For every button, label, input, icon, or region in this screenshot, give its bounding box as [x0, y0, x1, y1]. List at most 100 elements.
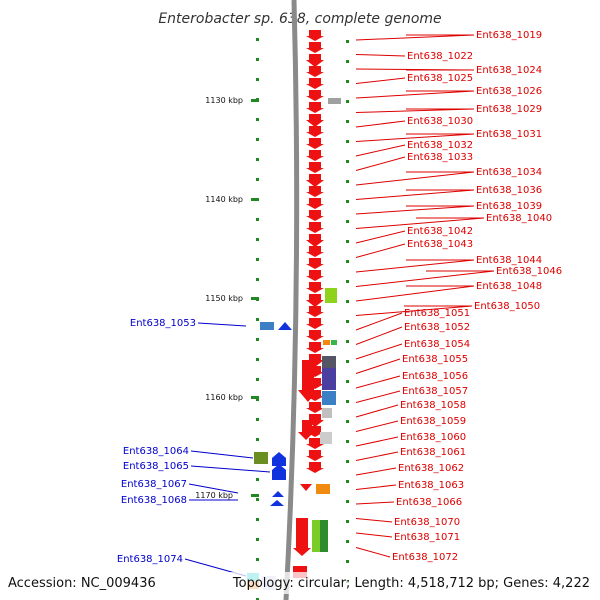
gene-cog-block	[331, 340, 337, 345]
gene-label-forward: Ent638_1063	[398, 480, 464, 491]
gene-cog-block	[325, 288, 337, 303]
gene-forward	[302, 360, 314, 390]
label-leader-line	[355, 358, 401, 374]
gene-forward	[306, 222, 324, 233]
reverse-labels: Ent638_1053 Ent638_1064 Ent638_1065 Ent638_…	[117, 318, 271, 577]
label-leader-line	[355, 518, 393, 523]
label-leader-line	[355, 547, 391, 558]
track-dot	[346, 200, 349, 203]
gene-features	[247, 30, 341, 590]
track-dot	[256, 538, 259, 541]
gene-forward	[306, 438, 324, 449]
gene-forward	[298, 432, 314, 440]
gene-forward	[306, 246, 324, 257]
label-leader-line	[355, 375, 401, 389]
gene-forward	[306, 258, 324, 269]
track-dot	[346, 540, 349, 543]
label-leader-line	[355, 343, 403, 360]
track-dot	[256, 138, 259, 141]
label-leader-line	[355, 171, 475, 186]
gene-label-forward: Ent638_1054	[404, 339, 470, 350]
gene-forward	[306, 330, 324, 341]
gene-label-forward: Ent638_1030	[407, 116, 473, 127]
track-dot	[256, 398, 259, 401]
gene-reverse	[260, 322, 274, 330]
gene-forward	[306, 414, 324, 427]
gene-label-forward: Ent638_1066	[396, 497, 462, 508]
label-leader-line	[355, 243, 406, 258]
gene-forward	[306, 270, 324, 281]
gene-cog-block	[323, 340, 330, 345]
label-leader-line	[355, 501, 395, 505]
track-dot	[346, 360, 349, 363]
label-leader-line	[355, 120, 406, 128]
gene-forward	[306, 174, 324, 187]
label-leader-line	[355, 189, 475, 200]
label-leader-line	[355, 77, 406, 84]
gene-forward	[306, 450, 324, 461]
label-leader-line	[355, 156, 406, 171]
gene-forward	[306, 54, 324, 67]
track-dot	[346, 400, 349, 403]
track-dot	[256, 498, 259, 501]
gene-label-forward: Ent638_1039	[476, 201, 542, 212]
scale-tick-label: 1160 kbp	[205, 393, 243, 402]
gene-cog-block	[316, 484, 330, 494]
gene-forward	[306, 162, 324, 173]
scale-tick-mark	[251, 99, 259, 102]
topology-text: Topology: circular; Length: 4,518,712 bp…	[232, 576, 590, 591]
gene-label-forward: Ent638_1052	[404, 322, 470, 333]
scale-tick-mark	[251, 297, 259, 300]
gene-forward	[306, 306, 324, 317]
gene-forward	[306, 282, 324, 293]
track-dot	[256, 338, 259, 341]
gene-reverse	[278, 322, 292, 330]
gene-reverse	[272, 452, 286, 466]
gene-label-forward: Ent638_1059	[400, 416, 466, 427]
gene-cog-block	[322, 391, 336, 405]
label-leader-line	[355, 484, 397, 490]
genome-backbone	[283, 0, 300, 600]
gene-forward	[306, 114, 324, 127]
gene-label-forward: Ent638_1056	[402, 371, 468, 382]
gene-label-reverse: Ent638_1074	[117, 554, 183, 565]
gene-forward	[293, 548, 311, 556]
track-dot	[346, 160, 349, 163]
track-dot	[346, 180, 349, 183]
label-leader-line	[355, 467, 397, 476]
track-dot	[256, 78, 259, 81]
track-dot	[346, 140, 349, 143]
track-dot	[256, 558, 259, 561]
gene-forward	[306, 294, 324, 307]
gene-label-forward: Ent638_1033	[407, 152, 473, 163]
label-leader-line	[355, 34, 475, 41]
track-dot	[346, 440, 349, 443]
label-leader-line	[355, 326, 403, 345]
label-leader-line	[355, 420, 399, 432]
gene-cog-block	[320, 520, 328, 552]
gene-forward	[306, 102, 324, 113]
track-dot	[346, 480, 349, 483]
track-dot	[346, 120, 349, 123]
gene-reverse	[272, 491, 284, 497]
label-leader-line	[355, 90, 475, 99]
gene-reverse	[254, 452, 268, 464]
gene-label-forward: Ent638_1043	[407, 239, 473, 250]
track-dot	[256, 318, 259, 321]
gene-forward	[306, 462, 324, 473]
gene-label-forward: Ent638_1062	[398, 463, 464, 474]
label-leader-line	[355, 108, 475, 113]
gene-cog-block	[322, 368, 336, 390]
gene-forward	[306, 78, 324, 89]
scale-tick-label: 1170 kbp	[195, 491, 233, 500]
gene-label-forward: Ent638_1040	[486, 213, 552, 224]
gene-cog-block	[320, 432, 332, 444]
gene-label-forward: Ent638_1061	[400, 447, 466, 458]
label-leader-line	[188, 483, 239, 494]
label-leader-line	[355, 451, 399, 461]
track-dot	[256, 118, 259, 121]
gene-cog-block	[322, 356, 336, 368]
gene-forward	[306, 30, 324, 41]
track-dot	[346, 220, 349, 223]
label-leader-line	[355, 404, 399, 418]
